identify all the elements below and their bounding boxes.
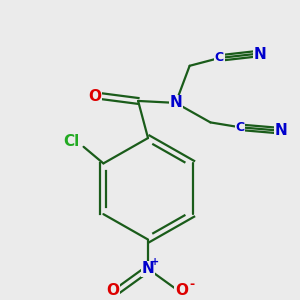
Text: Cl: Cl	[64, 134, 80, 149]
Text: C: C	[236, 121, 245, 134]
Text: C: C	[215, 52, 224, 64]
Text: O: O	[106, 283, 119, 298]
Text: N: N	[274, 123, 287, 138]
Text: N: N	[254, 46, 266, 62]
Text: N: N	[142, 261, 154, 276]
Text: O: O	[175, 283, 188, 298]
Text: -: -	[189, 278, 194, 291]
Text: O: O	[88, 88, 101, 104]
Text: N: N	[169, 95, 182, 110]
Text: +: +	[151, 257, 159, 267]
